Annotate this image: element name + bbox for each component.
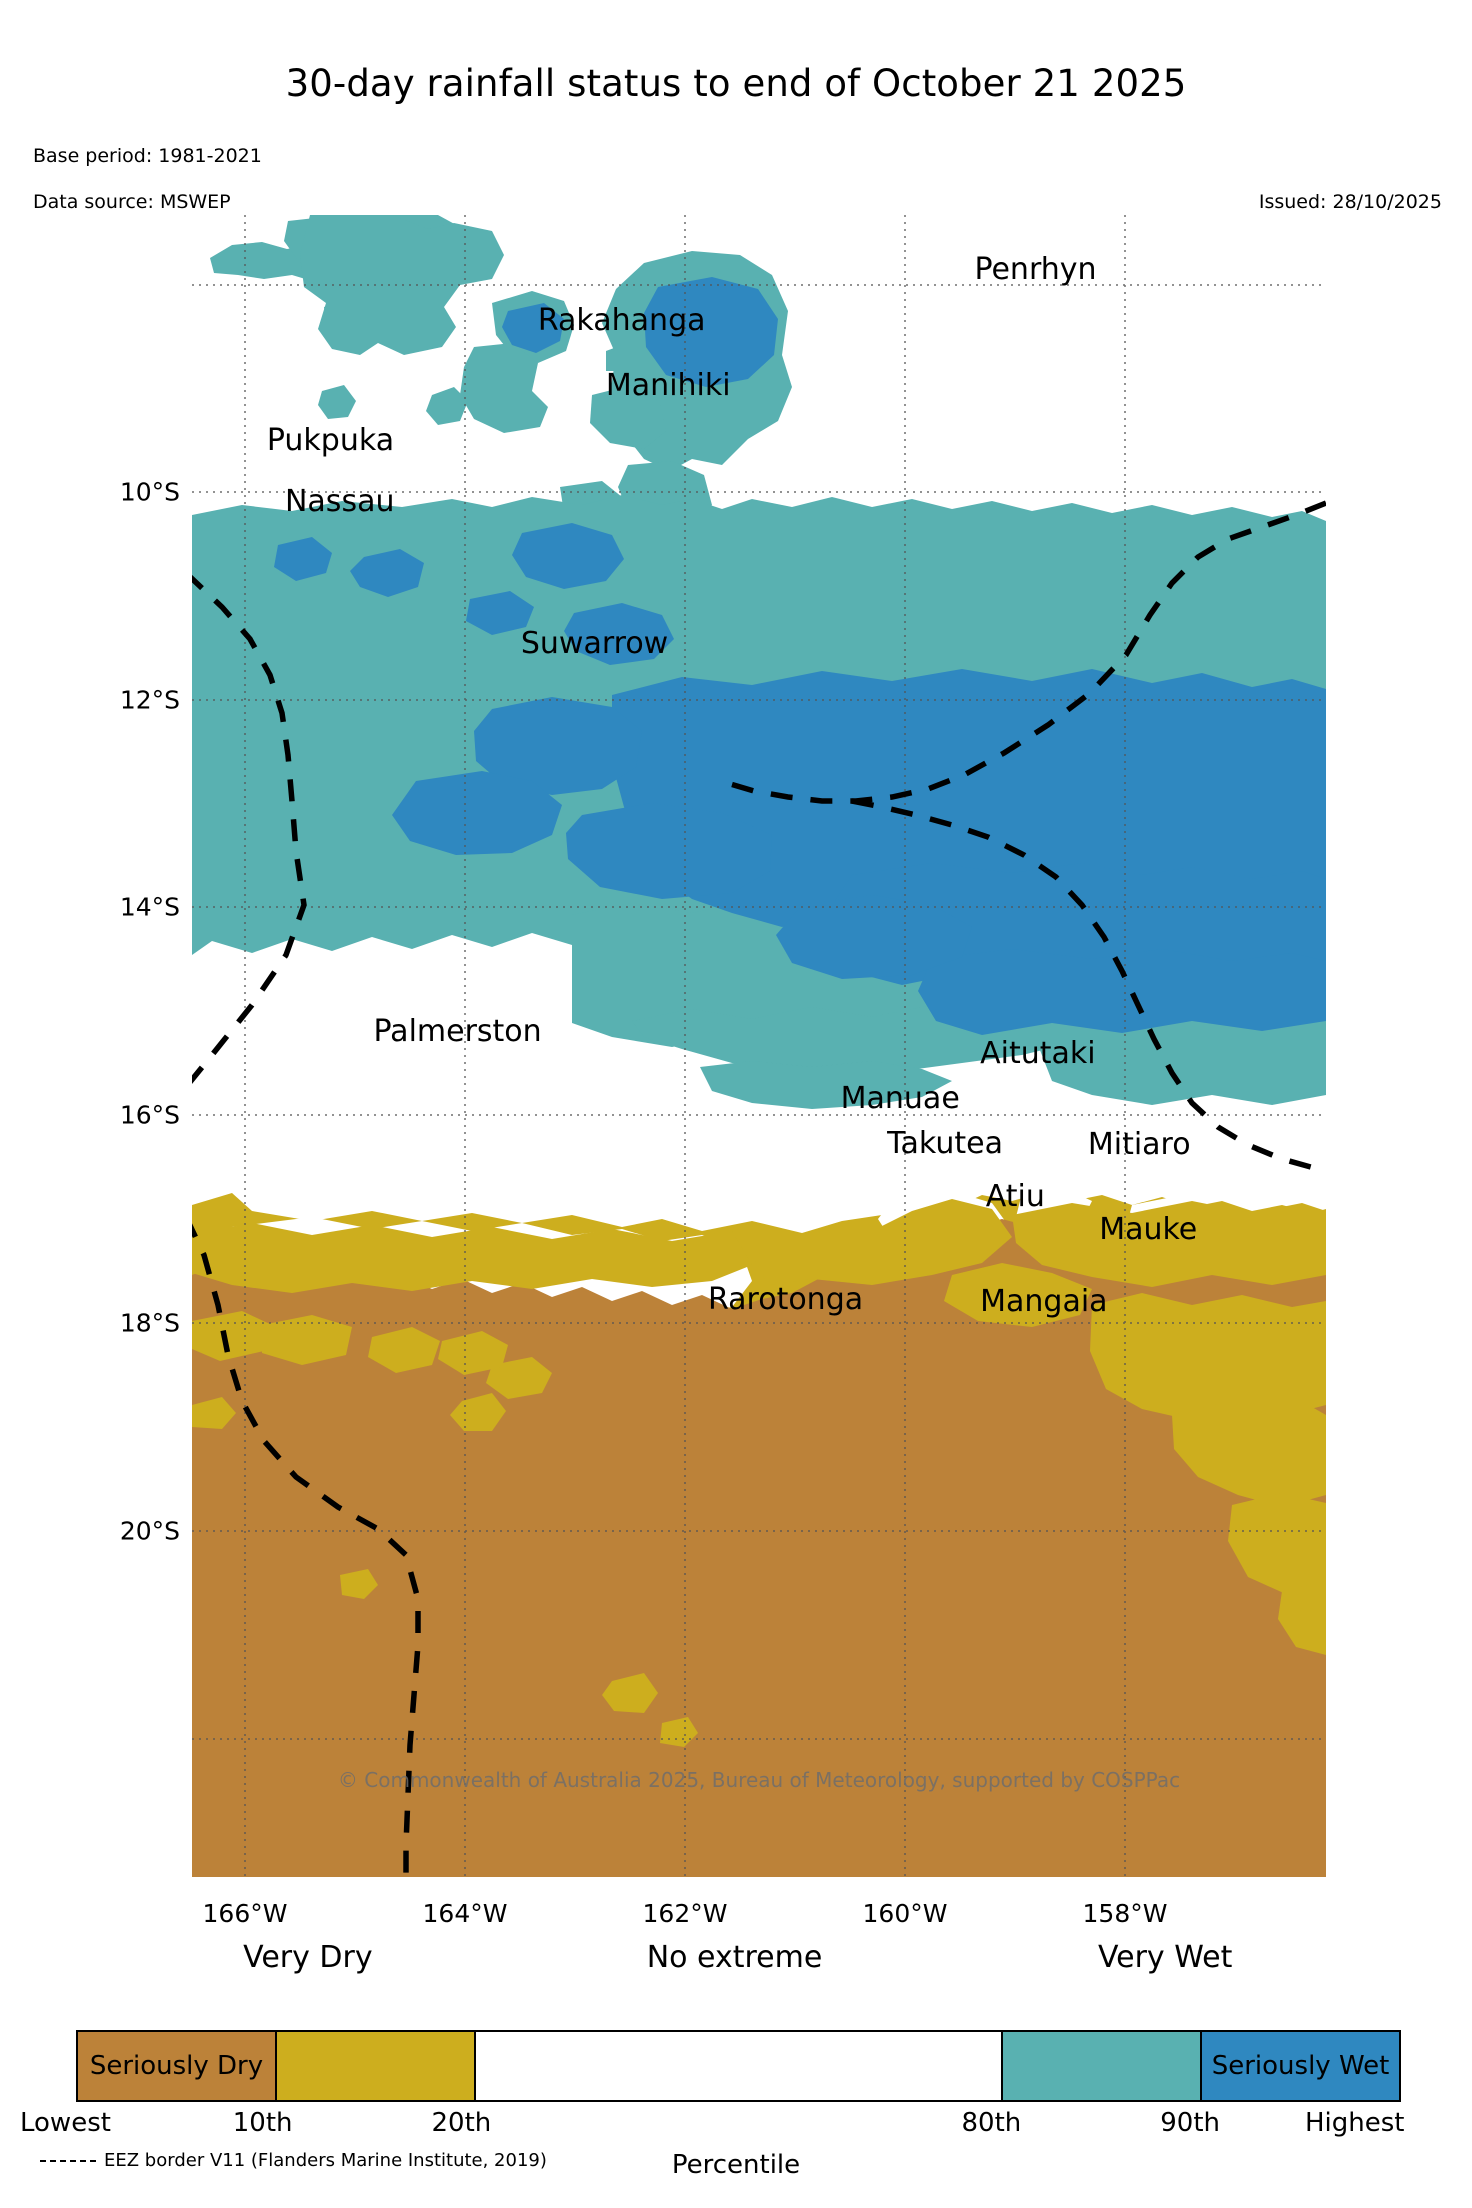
place-label: Mangaia [980, 1283, 1108, 1319]
longitude-tick: 160°W [862, 1899, 948, 1928]
place-label: Nassau [284, 484, 395, 520]
place-label: Suwarrow [520, 625, 669, 661]
longitude-tick: 166°W [202, 1899, 288, 1928]
legend-segment[interactable]: Seriously Wet [1202, 2032, 1400, 2100]
place-label: Rakahanga [537, 303, 706, 339]
map-gridlines [192, 215, 1326, 1877]
latitude-tick: 10°S [119, 477, 180, 507]
longitude-tick: 158°W [1082, 1899, 1168, 1928]
longitude-tick: 164°W [422, 1899, 508, 1928]
legend-tick-labels: Lowest 10th 20th 80th 90th Highest [0, 2108, 1472, 2142]
place-label: Mauke [1099, 1212, 1198, 1248]
legend-segment[interactable]: Seriously Dry [78, 2032, 277, 2100]
place-label: Manihiki [605, 367, 731, 403]
place-label: Mitiaro [1087, 1127, 1191, 1163]
place-label: Rarotonga [707, 1282, 864, 1317]
data-source-text: Data source: MSWEP [33, 191, 231, 213]
legend-tick: Highest [1305, 2108, 1405, 2138]
latitude-tick: 16°S [119, 1100, 180, 1130]
place-label: Aitutaki [980, 1036, 1096, 1072]
eez-border-note: EEZ border V11 (Flanders Marine Institut… [40, 2150, 547, 2171]
legend-tick: 20th [431, 2108, 492, 2138]
legend-segment[interactable] [1003, 2032, 1203, 2100]
legend-tick: 10th [232, 2108, 293, 2138]
latitude-tick: 18°S [119, 1308, 180, 1338]
legend-axis-label: Percentile [671, 2150, 801, 2180]
place-label: Pukpuka [266, 422, 395, 458]
issued-date-text: Issued: 28/10/2025 [1258, 191, 1442, 213]
latitude-tick: 12°S [119, 685, 180, 715]
eez-note-text: EEZ border V11 (Flanders Marine Institut… [104, 2150, 547, 2171]
legend-tick: Lowest [20, 2108, 111, 2138]
legend-tick: 80th [961, 2108, 1022, 2138]
longitude-tick: 162°W [642, 1899, 728, 1928]
legend-colorbar: Seriously Dry Seriously Wet [76, 2030, 1401, 2102]
legend-category-label: No extreme [646, 1940, 823, 1975]
very-dry-overlay [192, 1199, 1326, 1747]
map-plot-area: Penrhyn Rakahanga Manihiki Pukpuka Nassau Suw… [192, 215, 1326, 1877]
legend-segment[interactable] [276, 2032, 476, 2100]
latitude-tick: 14°S [119, 892, 180, 922]
seriously-wet-region [274, 277, 1326, 1035]
legend-segment-label: Seriously Dry [89, 2051, 264, 2081]
legend-category-label: Very Dry [243, 1940, 373, 1975]
place-label: Manuae [840, 1080, 960, 1116]
legend-tick: 90th [1160, 2108, 1221, 2138]
place-label: Atiu [985, 1178, 1045, 1214]
latitude-tick: 20°S [119, 1516, 180, 1546]
legend-segment-label: Seriously Wet [1211, 2051, 1390, 2081]
base-period-text: Base period: 1981-2021 [33, 145, 262, 167]
legend-category-label: Very Wet [1097, 1940, 1233, 1975]
seriously-dry-region [192, 1219, 1326, 1877]
page-title: 30-day rainfall status to end of October… [285, 62, 1187, 105]
place-label: Palmerston [373, 1014, 542, 1050]
legend-segment[interactable] [475, 2032, 1004, 2100]
eez-dash-icon [40, 2159, 96, 2162]
eez-border [192, 500, 1326, 1877]
rainfall-percentile-map [192, 215, 1326, 1877]
place-label: Penrhyn [974, 251, 1097, 287]
place-label: Takutea [887, 1125, 1003, 1161]
